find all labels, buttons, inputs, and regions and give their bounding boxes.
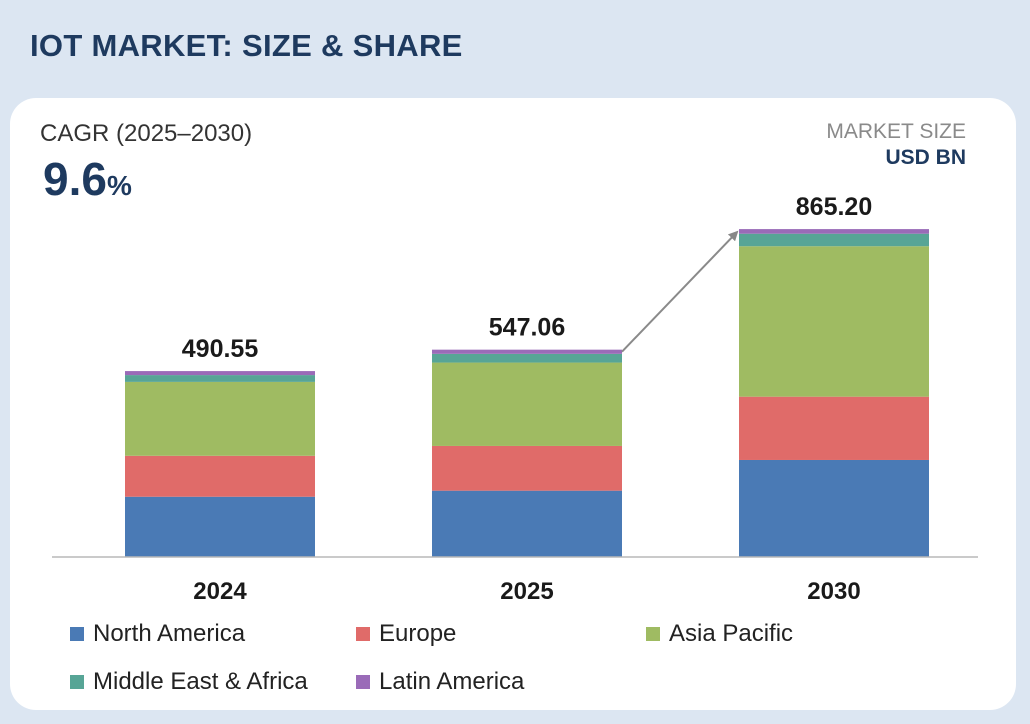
legend-swatch [646, 627, 660, 641]
bar-segment-2025-middle-east-africa [432, 353, 622, 363]
cagr-number: 9.6 [43, 153, 107, 205]
labels-group: 490.55 2024 547.06 2025 865.20 2030 [182, 193, 872, 605]
total-label-2024: 490.55 [182, 335, 259, 363]
legend-label: Latin America [379, 668, 525, 695]
bar-segment-2025-north-america [432, 490, 622, 557]
bar-segment-2030-north-america [739, 459, 929, 557]
bar-segment-2024-north-america [125, 496, 315, 557]
legend-label: Asia Pacific [669, 620, 794, 647]
bar-segment-2024-middle-east-africa [125, 375, 315, 382]
legend-item-europe: Europe [356, 620, 456, 648]
legend-swatch [356, 627, 370, 641]
legend-label: North America [93, 620, 246, 647]
legend-item-middle-east-africa: Middle East & Africa [70, 668, 308, 696]
stacked-bar-chart: 490.55 2024 547.06 2025 865.20 2030 [52, 193, 978, 605]
bar-segment-2025-asia-pacific [432, 362, 622, 446]
market-size-label: MARKET SIZE [826, 120, 966, 143]
page-title: IOT MARKET: SIZE & SHARE [30, 28, 463, 63]
legend-label: Middle East & Africa [93, 668, 308, 695]
legend-label: Europe [379, 620, 457, 647]
x-tick-label-2025: 2025 [500, 578, 553, 605]
x-tick-label-2024: 2024 [193, 578, 247, 605]
cagr-label: CAGR (2025–2030) [40, 120, 253, 147]
cagr-value: 9.6% [43, 152, 132, 206]
legend-item-north-america: North America [70, 620, 245, 648]
bars-group [125, 229, 929, 557]
growth-arrow [621, 230, 739, 353]
legend-item-asia-pacific: Asia Pacific [646, 620, 793, 648]
legend-swatch [356, 675, 370, 689]
chart-card: CAGR (2025–2030) 9.6% MARKET SIZE USD BN… [10, 98, 1016, 710]
bar-segment-2024-europe [125, 455, 315, 497]
bar-segment-2030-asia-pacific [739, 246, 929, 397]
legend-item-latin-america: Latin America [356, 668, 524, 696]
total-label-2025: 547.06 [489, 314, 565, 342]
market-size-unit: USD BN [885, 146, 966, 169]
bar-segment-2024-asia-pacific [125, 381, 315, 456]
cagr-unit: % [106, 170, 132, 201]
bar-segment-2025-europe [432, 445, 622, 491]
bar-segment-2030-middle-east-africa [739, 233, 929, 247]
bar-segment-2024-latin-america [125, 371, 315, 376]
bar-segment-2025-latin-america [432, 349, 622, 354]
bar-segment-2030-latin-america [739, 229, 929, 234]
bar-segment-2030-europe [739, 396, 929, 460]
total-label-2030: 865.20 [796, 193, 872, 221]
x-tick-label-2030: 2030 [807, 578, 860, 605]
legend-swatch [70, 675, 84, 689]
legend-swatch [70, 627, 84, 641]
